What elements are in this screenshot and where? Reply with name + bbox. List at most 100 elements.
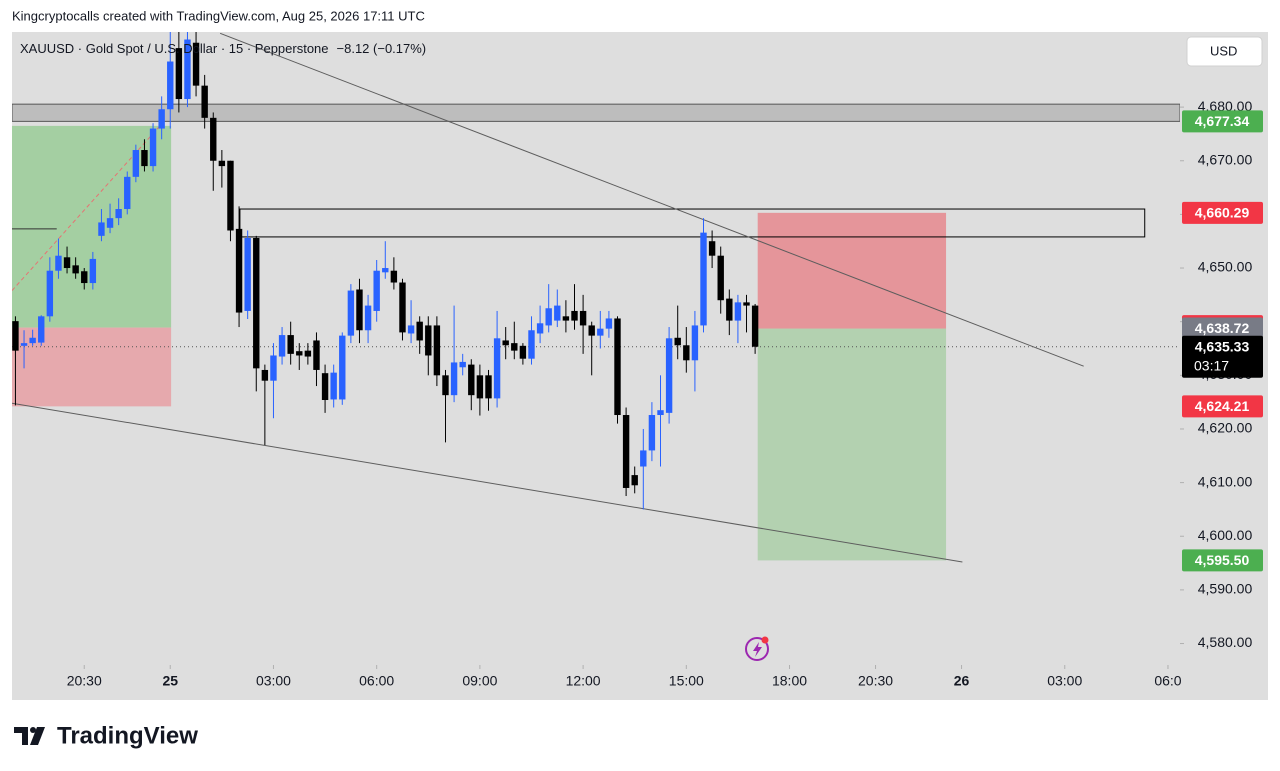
candle-body (278, 335, 286, 357)
candle-body (184, 39, 191, 100)
candle-body (459, 361, 466, 368)
zone-rectangle (239, 208, 1146, 238)
brand-logo (14, 727, 45, 745)
symbol-change: −8.12 (−0.17%) (337, 41, 427, 56)
candle-body (562, 316, 570, 321)
candle-body (132, 150, 140, 177)
candle-body (734, 302, 742, 321)
trendline (219, 32, 1084, 367)
candle-body (12, 321, 19, 351)
axes: 4,580.00 4,590.00 4,600.00 4,610.00 4,620.00… (67, 98, 1263, 689)
candle-body (270, 355, 277, 381)
chart-panel (12, 32, 1268, 700)
candle-body (683, 345, 690, 361)
y-tick-label: 4,590.00 (1198, 581, 1253, 597)
candle-body (46, 270, 54, 317)
candle-body (382, 268, 389, 273)
candle-body (313, 340, 320, 370)
loss-zone (12, 327, 172, 407)
candle-body (227, 160, 234, 231)
candle-body (726, 298, 733, 321)
candle-body (700, 232, 707, 326)
candle-body (450, 362, 458, 396)
x-tick-label: 15:00 (669, 673, 704, 689)
candle-body (588, 325, 595, 336)
candle-body (493, 338, 501, 399)
alert-icon[interactable] (745, 636, 769, 661)
candle-body (519, 345, 527, 359)
candle-body (597, 328, 604, 336)
candle-body (433, 325, 441, 376)
candle-body (253, 237, 260, 369)
price-label-box (1182, 395, 1263, 418)
symbol-title: XAUUSD · Gold Spot / U.S. Dollar · 15 · … (20, 41, 329, 56)
candle-body (674, 337, 681, 346)
candle-body (201, 85, 208, 118)
candle-body (81, 271, 88, 284)
candle-body (55, 255, 62, 271)
candle-body (536, 323, 544, 334)
candle-body (476, 375, 484, 399)
candle-body (571, 310, 578, 321)
candle-body (330, 372, 337, 400)
candle-body (124, 176, 131, 210)
candle-body (399, 282, 406, 333)
candle-body (605, 318, 613, 329)
candle-body (244, 237, 251, 311)
currency-button[interactable] (1186, 36, 1263, 67)
profit-zone (757, 328, 947, 561)
candle-body (304, 350, 312, 357)
candle-body (356, 289, 363, 331)
candle-body (192, 42, 200, 86)
x-tick-label: 20:30 (67, 673, 102, 689)
candle-body (115, 209, 122, 219)
y-tick-label: 4,600.00 (1198, 527, 1253, 543)
candle-body (717, 255, 724, 301)
x-tick-label: 18:00 (772, 673, 807, 689)
y-tick-label: 4,650.00 (1198, 259, 1253, 275)
candle-body (528, 330, 535, 359)
candle-body (339, 335, 346, 400)
candle-body (614, 318, 621, 416)
candle-body (579, 310, 587, 326)
candle-body (390, 270, 398, 283)
candle-body (72, 265, 79, 274)
candle-body (158, 109, 165, 129)
candle-body (347, 290, 355, 336)
bar-countdown: 03:17 (1194, 357, 1229, 373)
candle-body (545, 308, 552, 326)
candle-body (407, 325, 415, 334)
candle-body (468, 364, 475, 396)
price-label: 4,660.29 (1195, 205, 1250, 221)
candle-body (485, 375, 492, 399)
price-label: 4,638.72 (1195, 320, 1250, 336)
candle-body (691, 325, 699, 361)
candle-body (141, 150, 148, 167)
x-tick-label: 25 (162, 673, 178, 689)
price-label-box (1182, 110, 1263, 133)
candle-body (640, 450, 647, 467)
x-tick-label: 03:00 (256, 673, 291, 689)
trendline (12, 402, 963, 563)
candle-body (665, 338, 673, 413)
candle-body (210, 117, 217, 161)
candle-body (29, 337, 36, 344)
candle-body (296, 351, 303, 356)
x-tick-label: 12:00 (566, 673, 601, 689)
symbol-legend: XAUUSD · Gold Spot / U.S. Dollar · 15 · … (20, 41, 426, 56)
brand-name: TradingView (57, 722, 198, 749)
price-label-box (1182, 317, 1263, 340)
candle-body (287, 335, 294, 354)
candle-body (20, 343, 28, 346)
candle-body (175, 48, 183, 100)
price-label: 4,595.50 (1195, 552, 1250, 568)
candle-body (218, 160, 226, 167)
x-tick-label: 03:00 (1047, 673, 1082, 689)
candle-body (235, 228, 243, 313)
candle-body (98, 222, 105, 236)
plot-area (12, 32, 1180, 563)
price-label-box (1182, 201, 1263, 224)
candle-body (261, 369, 269, 381)
caption: Kingcryptocalls created with TradingView… (12, 8, 425, 23)
